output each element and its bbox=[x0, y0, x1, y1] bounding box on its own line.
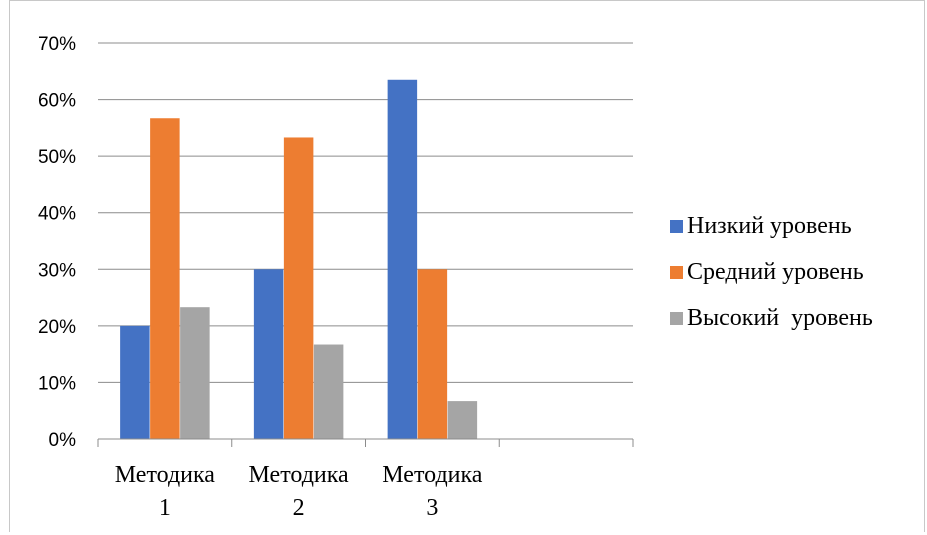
x-tick-label: Методика bbox=[249, 462, 350, 488]
y-tick-labels: 0% 10% 20% 30% 40% 50% 60% 70% bbox=[38, 34, 76, 451]
legend-swatch bbox=[670, 266, 683, 279]
legend: Низкий уровень Средний уровень Высокий уро… bbox=[670, 213, 873, 331]
chart-frame: 0% 10% 20% 30% 40% 50% 60% 70% Методика 1 Методик… bbox=[9, 0, 925, 532]
bar bbox=[417, 269, 448, 439]
bar bbox=[387, 79, 418, 440]
bar bbox=[150, 118, 180, 440]
bar-chart: 0%10%20%30%40%50%60%70% Методика1Методик… bbox=[38, 34, 873, 521]
bar bbox=[180, 307, 210, 439]
x-tick-label: 3 bbox=[426, 495, 438, 521]
y-tick-label: 50% bbox=[38, 147, 76, 168]
bar bbox=[283, 137, 314, 439]
bar bbox=[313, 344, 344, 439]
y-tick-label: 30% bbox=[38, 260, 76, 281]
x-axis bbox=[97, 438, 634, 447]
x-tick-label: Методика bbox=[115, 462, 216, 488]
y-tick-label: 40% bbox=[38, 204, 76, 225]
x-tick-label: 1 bbox=[159, 495, 171, 521]
bars bbox=[120, 79, 478, 440]
y-tick-label: 60% bbox=[38, 91, 76, 112]
bar bbox=[253, 269, 284, 439]
legend-label: Средний уровень bbox=[687, 259, 864, 285]
y-tick-label: 0% bbox=[49, 430, 77, 451]
legend-label: Низкий уровень bbox=[687, 213, 852, 239]
x-tick-label: 2 bbox=[293, 495, 305, 521]
y-tick-label: 10% bbox=[38, 373, 76, 394]
legend-swatch bbox=[670, 220, 683, 233]
y-tick-label: 20% bbox=[38, 317, 76, 338]
x-tick-label: Методика bbox=[382, 462, 483, 488]
bar bbox=[120, 325, 150, 439]
y-tick-label: 70% bbox=[38, 34, 76, 55]
x-tick-labels: Методика 1 Методика 2 Методика 3 bbox=[115, 462, 483, 521]
bar bbox=[447, 401, 478, 439]
legend-swatch bbox=[670, 312, 683, 325]
legend-label: Высокий уровень bbox=[687, 305, 873, 331]
